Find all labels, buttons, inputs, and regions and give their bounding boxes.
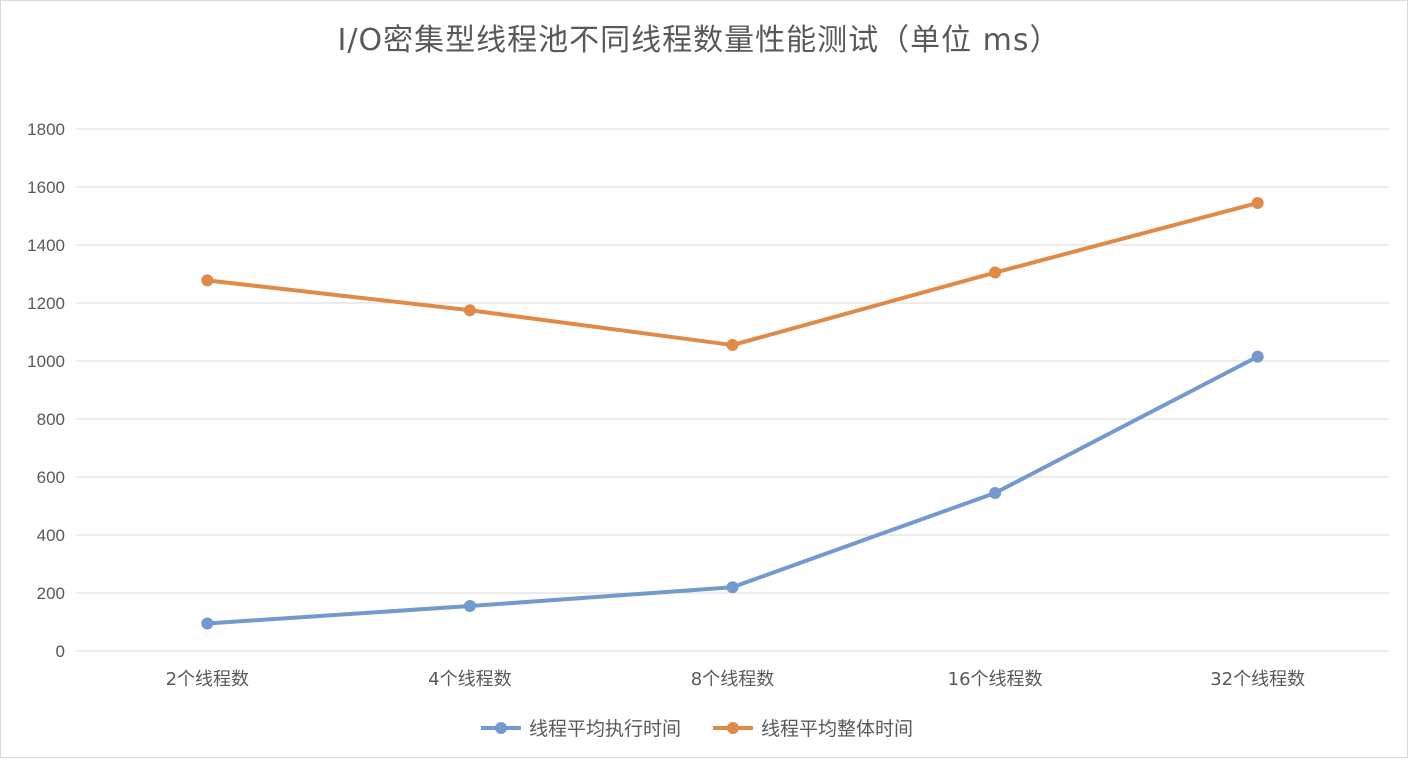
x-tick-label: 32个线程数 xyxy=(1210,669,1305,690)
y-tick-label: 800 xyxy=(37,410,65,429)
data-point xyxy=(463,304,476,317)
data-point xyxy=(1251,196,1264,209)
chart-title: I/O密集型线程池不同线程数量性能测试（单位 ms） xyxy=(337,23,1061,58)
y-tick-label: 200 xyxy=(37,584,65,603)
y-tick-label: 600 xyxy=(37,468,65,487)
data-point xyxy=(201,617,214,630)
series-line-2 xyxy=(205,200,1260,348)
y-tick-label: 1400 xyxy=(27,236,65,255)
data-point xyxy=(989,266,1002,279)
legend-marker xyxy=(495,722,507,734)
data-point xyxy=(726,339,739,352)
y-tick-label: 1000 xyxy=(27,352,65,371)
legend-marker xyxy=(727,722,739,734)
data-point xyxy=(1251,350,1264,363)
legend-label: 线程平均整体时间 xyxy=(761,718,913,740)
y-tick-label: 1800 xyxy=(27,120,65,139)
x-tick-label: 16个线程数 xyxy=(948,669,1043,690)
x-tick-label: 8个线程数 xyxy=(691,669,774,690)
x-tick-label: 2个线程数 xyxy=(166,669,249,690)
y-tick-label: 400 xyxy=(37,526,65,545)
data-point xyxy=(726,581,739,594)
data-point xyxy=(201,274,214,287)
x-tick-label: 4个线程数 xyxy=(428,669,511,690)
data-point xyxy=(989,486,1002,499)
y-tick-label: 1600 xyxy=(27,178,65,197)
y-tick-label: 1200 xyxy=(27,294,65,313)
y-tick-label: 0 xyxy=(56,642,65,661)
legend-label: 线程平均执行时间 xyxy=(529,718,681,740)
data-point xyxy=(463,600,476,613)
